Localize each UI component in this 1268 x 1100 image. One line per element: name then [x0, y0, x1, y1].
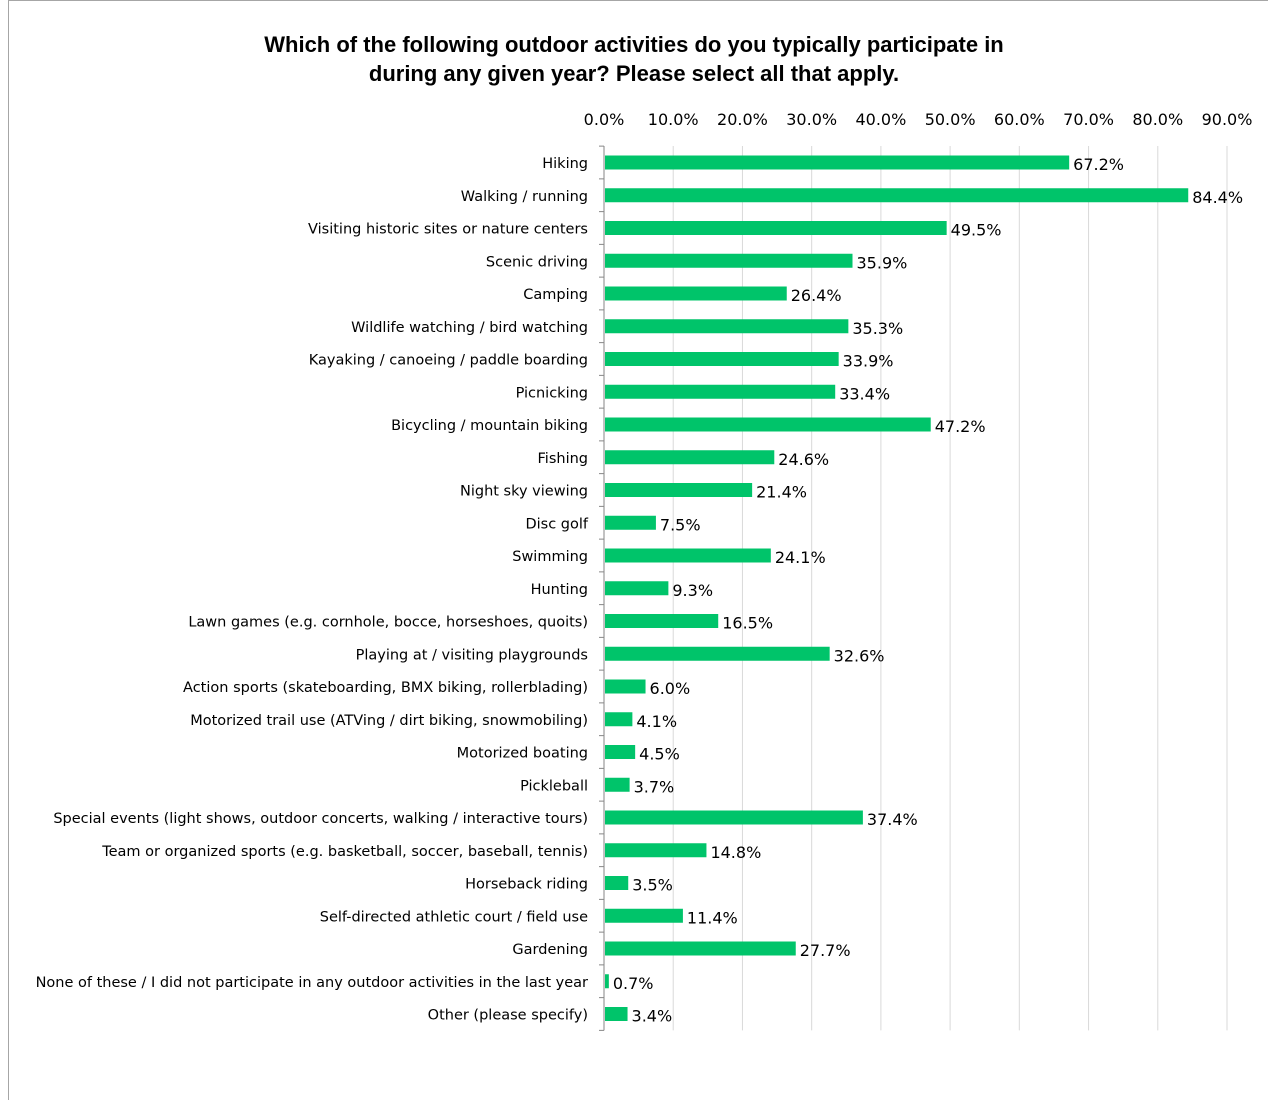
bar — [605, 155, 1070, 170]
category-label: Bicycling / mountain biking — [391, 418, 588, 434]
data-label: 11.4% — [687, 908, 738, 927]
data-label: 35.9% — [857, 253, 908, 272]
category-label: Walking / running — [461, 189, 588, 205]
bar — [605, 679, 646, 694]
data-label: 24.1% — [775, 548, 826, 567]
data-label: 4.5% — [639, 745, 680, 764]
data-label: 47.2% — [935, 417, 986, 436]
bar — [605, 941, 796, 956]
data-label: 3.4% — [632, 1007, 673, 1026]
category-label: Hiking — [542, 156, 588, 172]
category-label: Other (please specify) — [428, 1008, 588, 1024]
data-label: 32.6% — [834, 646, 885, 665]
data-label: 4.1% — [636, 712, 677, 731]
bar — [605, 646, 830, 661]
data-label: 33.9% — [843, 352, 894, 371]
bar — [605, 450, 775, 465]
category-label: Pickleball — [520, 778, 588, 794]
category-label: Fishing — [538, 451, 588, 467]
category-label: Motorized boating — [457, 746, 588, 762]
x-tick-label: 30.0% — [786, 110, 837, 129]
x-tick-label: 0.0% — [584, 110, 625, 129]
x-tick-label: 40.0% — [855, 110, 906, 129]
data-label: 0.7% — [613, 974, 654, 993]
bar-chart: 0.0% 10.0% 20.0% 30.0% 40.0% 50.0% 60.0% 70.0% 8… — [36, 110, 1253, 1031]
bar — [605, 810, 863, 825]
bar — [605, 253, 853, 268]
data-label: 26.4% — [791, 286, 842, 305]
x-tick-label: 10.0% — [648, 110, 699, 129]
chart-frame — [8, 0, 1268, 1100]
bar — [605, 548, 771, 563]
bar — [605, 483, 753, 497]
data-label: 9.3% — [672, 581, 713, 600]
data-label: 21.4% — [756, 483, 807, 502]
bar — [605, 1007, 628, 1021]
data-label: 16.5% — [722, 614, 773, 633]
category-label: Hunting — [531, 582, 588, 598]
x-tick-label: 60.0% — [994, 110, 1045, 129]
category-label: Kayaking / canoeing / paddle boarding — [309, 353, 588, 369]
category-label: Scenic driving — [486, 254, 588, 270]
bar — [605, 777, 630, 792]
x-tick-label: 50.0% — [925, 110, 976, 129]
category-label: Picnicking — [516, 385, 588, 401]
data-label: 35.3% — [852, 319, 903, 338]
x-tick-label: 80.0% — [1132, 110, 1183, 129]
data-label: 24.6% — [778, 450, 829, 469]
bar — [605, 745, 636, 759]
category-label: Gardening — [512, 942, 588, 958]
data-label: 27.7% — [800, 941, 851, 960]
category-label: Special events (light shows, outdoor con… — [53, 811, 588, 827]
category-label: Swimming — [512, 549, 588, 565]
category-label: Motorized trail use (ATVing / dirt bikin… — [190, 713, 588, 729]
chart-title-line-1: Which of the following outdoor activitie… — [264, 32, 1004, 57]
category-label: Visiting historic sites or nature center… — [308, 222, 588, 238]
bar — [605, 221, 947, 235]
data-label: 14.8% — [710, 843, 761, 862]
bar — [605, 974, 609, 989]
bar — [605, 384, 836, 399]
data-label: 84.4% — [1192, 188, 1243, 207]
x-tick-label: 20.0% — [717, 110, 768, 129]
bar — [605, 908, 683, 923]
bar — [605, 417, 931, 432]
category-label: Wildlife watching / bird watching — [351, 320, 588, 336]
category-label: Horseback riding — [465, 877, 588, 893]
bar — [605, 515, 656, 530]
chart-title: Which of the following outdoor activitie… — [0, 30, 1268, 88]
bar — [605, 614, 719, 628]
category-label: Action sports (skateboarding, BMX biking… — [183, 680, 588, 696]
bar — [605, 352, 839, 366]
data-label: 3.7% — [634, 777, 675, 796]
bar — [605, 581, 669, 596]
bar — [605, 843, 707, 858]
data-label: 7.5% — [660, 515, 701, 534]
data-label: 6.0% — [650, 679, 691, 698]
bar — [605, 712, 633, 727]
category-label: None of these / I did not participate in… — [36, 975, 588, 991]
x-tick-label: 90.0% — [1202, 110, 1253, 129]
category-label: Night sky viewing — [460, 484, 588, 500]
chart-title-line-2: during any given year? Please select all… — [368, 61, 900, 86]
data-label: 33.4% — [839, 384, 890, 403]
bar — [605, 188, 1189, 203]
data-label: 3.5% — [632, 876, 673, 895]
bar — [605, 319, 849, 334]
bar — [605, 286, 787, 301]
category-label: Lawn games (e.g. cornhole, bocce, horses… — [188, 615, 588, 631]
bar — [605, 876, 629, 890]
x-tick-label: 70.0% — [1063, 110, 1114, 129]
category-label: Disc golf — [525, 516, 588, 532]
data-label: 67.2% — [1073, 155, 1124, 174]
category-label: Camping — [523, 287, 588, 303]
category-label: Playing at / visiting playgrounds — [356, 647, 588, 663]
category-label: Team or organized sports (e.g. basketbal… — [101, 844, 588, 860]
data-label: 37.4% — [867, 810, 918, 829]
category-label: Self-directed athletic court / field use — [320, 909, 588, 925]
data-label: 49.5% — [951, 221, 1002, 240]
